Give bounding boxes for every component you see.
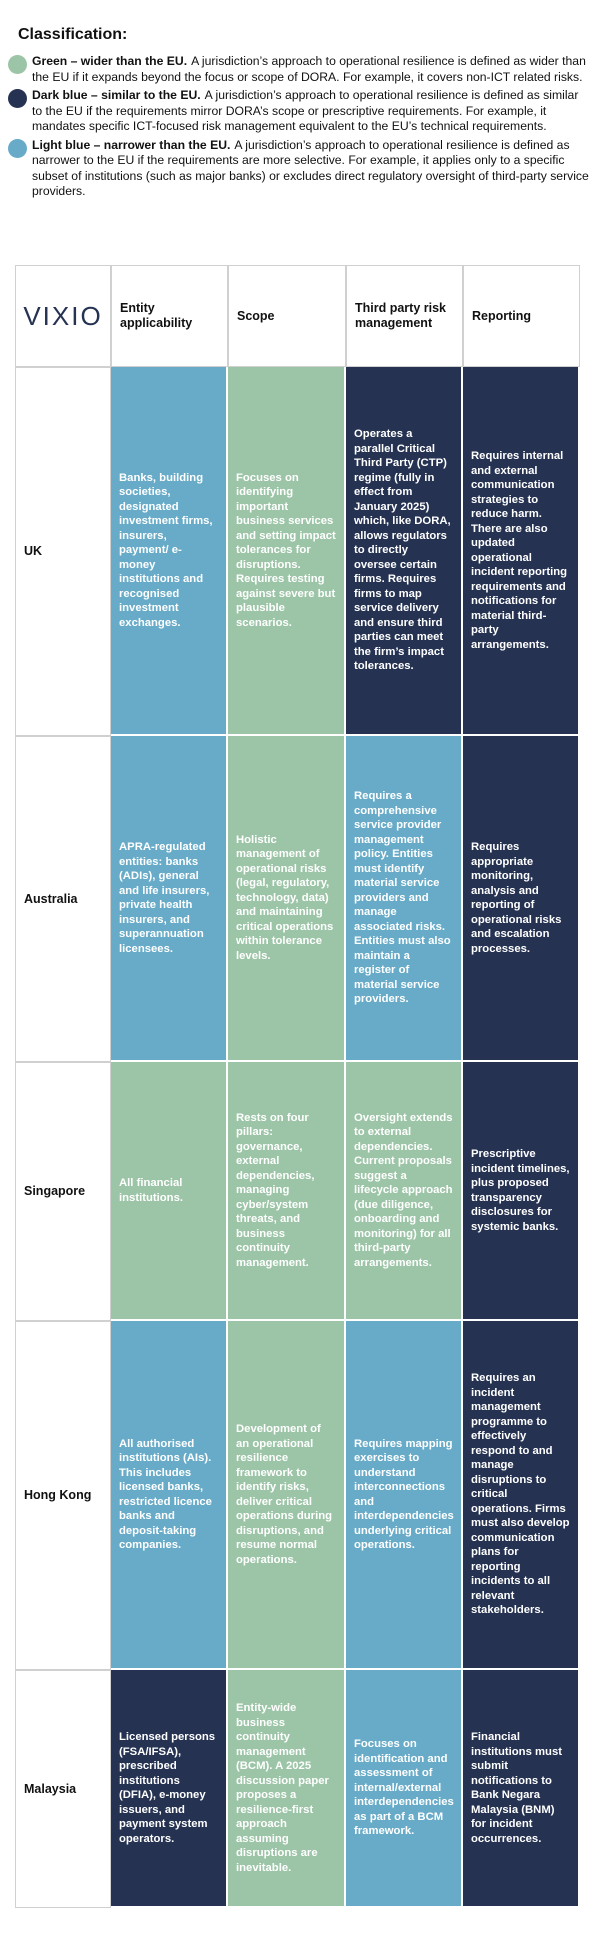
column-header: Reporting <box>463 265 580 367</box>
table-cell: Requires an incident management programm… <box>463 1321 580 1670</box>
column-header: Third party risk management <box>346 265 463 367</box>
legend-label: Green – wider than the EU. <box>32 54 188 68</box>
legend-dot <box>8 89 27 108</box>
legend-description: A jurisdiction’s approach to operational… <box>32 88 579 133</box>
table-cell: Requires internal and external communica… <box>463 367 580 736</box>
table-cell: Holistic management of operational risks… <box>228 736 346 1062</box>
table-cell: Licensed persons (FSA/IFSA), prescribed … <box>111 1670 228 1908</box>
table-cell: Oversight extends to external dependenci… <box>346 1062 463 1321</box>
legend: Green – wider than the EU. A jurisdiction… <box>8 54 590 203</box>
jurisdiction: Australia <box>15 736 111 1062</box>
heading: Classification: <box>18 26 128 43</box>
logo: VIXIO <box>23 300 103 331</box>
table-cell: All financial institutions. <box>111 1062 228 1321</box>
table-cell: Requires appropriate monitoring, analysi… <box>463 736 580 1062</box>
table-cell: Entity-wide business continuity manageme… <box>228 1670 346 1908</box>
table-cell: Requires a comprehensive service provide… <box>346 736 463 1062</box>
table-cell: Financial institutions must submit notif… <box>463 1670 580 1908</box>
table-cell: APRA-regulated entities: banks (ADIs), g… <box>111 736 228 1062</box>
column-header: Entity applicability <box>111 265 228 367</box>
legend-description: A jurisdiction’s approach to operational… <box>32 54 586 84</box>
table-cell: Banks, building societies, designated in… <box>111 367 228 736</box>
column-header: Scope <box>228 265 346 367</box>
legend-label: Light blue – narrower than the EU. <box>32 137 231 152</box>
legend-item: Green – wider than the EU. A jurisdiction… <box>8 54 590 85</box>
legend-label: Dark blue – similar to the EU. <box>32 88 201 102</box>
legend-item: Light blue – narrower than the EU. A juri… <box>8 138 590 200</box>
legend-dot <box>8 55 27 74</box>
jurisdiction: Malaysia <box>15 1670 111 1908</box>
table-cell: Prescriptive incident timelines, plus pr… <box>463 1062 580 1321</box>
table-cell: Requires mapping exercises to understand… <box>346 1321 463 1670</box>
jurisdiction: Hong Kong <box>15 1321 111 1670</box>
table-cell: All authorised institutions (AIs). This … <box>111 1321 228 1670</box>
table-cell: Operates a parallel Critical Third Party… <box>346 367 463 736</box>
legend-item: Dark blue – similar to the EU. A jurisdic… <box>8 88 590 135</box>
table-cell: Focuses on identification and assessment… <box>346 1670 463 1908</box>
table-cell: Focuses on identifying important busines… <box>228 367 346 736</box>
logo-cell: VIXIO <box>15 265 111 367</box>
table-cell: Development of an operational resilience… <box>228 1321 346 1670</box>
jurisdiction: Singapore <box>15 1062 111 1321</box>
legend-dot <box>8 138 27 158</box>
comparison-table: VIXIO Entity applicability Scope Third part… <box>15 265 580 1908</box>
legend-description: A jurisdiction’s approach to operational… <box>32 137 589 199</box>
table-cell: Rests on four pillars: governance, exter… <box>228 1062 346 1321</box>
jurisdiction: UK <box>15 367 111 736</box>
